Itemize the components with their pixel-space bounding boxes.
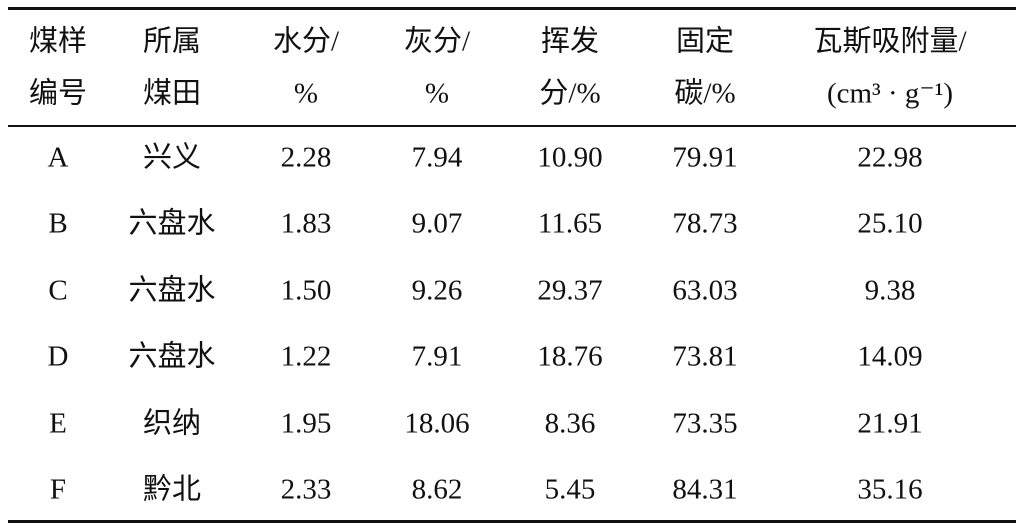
body-cell: 14.09 (857, 340, 923, 373)
header-cell: 煤田 (142, 77, 202, 110)
body-cell: 六盘水 (128, 274, 216, 307)
body-cell: 1.83 (280, 207, 332, 240)
header-cell: 碳/% (674, 77, 736, 110)
body-cell: 25.10 (857, 207, 923, 240)
header-cell: (cm³ · g⁻¹) (826, 77, 954, 110)
body-cell: 1.50 (280, 274, 332, 307)
body-cell: 84.31 (672, 473, 738, 506)
body-cell: 六盘水 (128, 207, 216, 240)
body-cell: A (47, 141, 69, 174)
body-cell: 2.28 (280, 141, 332, 174)
header-rule (8, 125, 1016, 127)
body-cell: 9.07 (411, 207, 463, 240)
body-cell: 21.91 (857, 407, 923, 440)
body-cell: 8.36 (544, 407, 596, 440)
header-cell: 水分/ (272, 25, 340, 58)
header-cell: 煤样 (28, 25, 88, 58)
body-cell: 73.81 (672, 340, 738, 373)
body-cell: 10.90 (537, 141, 603, 174)
body-cell: 11.65 (537, 207, 603, 240)
header-cell: 固定 (675, 25, 735, 58)
body-cell: 7.91 (411, 340, 463, 373)
body-cell: F (49, 473, 67, 506)
body-cell: 8.62 (411, 473, 463, 506)
header-cell: % (424, 77, 450, 110)
bottom-rule (8, 520, 1016, 523)
header-cell: 编号 (28, 77, 88, 110)
body-cell: 7.94 (411, 141, 463, 174)
body-cell: 29.37 (537, 274, 603, 307)
body-cell: 18.76 (537, 340, 603, 373)
body-cell: 18.06 (404, 407, 470, 440)
header-cell: % (293, 77, 319, 110)
body-cell: 35.16 (857, 473, 923, 506)
body-cell: 63.03 (672, 274, 738, 307)
body-cell: 1.22 (280, 340, 332, 373)
body-cell: 织纳 (142, 407, 202, 440)
body-cell: 黔北 (142, 473, 202, 506)
body-cell: 兴义 (142, 141, 202, 174)
body-cell: 2.33 (280, 473, 332, 506)
body-cell: 六盘水 (128, 340, 216, 373)
header-cell: 瓦斯吸附量/ (813, 25, 967, 58)
body-cell: B (48, 207, 68, 240)
body-cell: 73.35 (672, 407, 738, 440)
body-cell: C (48, 274, 68, 307)
body-cell: 9.38 (864, 274, 916, 307)
header-cell: 所属 (142, 25, 202, 58)
body-cell: E (49, 407, 67, 440)
body-cell: 78.73 (672, 207, 738, 240)
header-cell: 灰分/ (403, 25, 471, 58)
body-cell: 5.45 (544, 473, 596, 506)
header-cell: 挥发 (540, 25, 600, 58)
body-cell: D (47, 340, 69, 373)
body-cell: 79.91 (672, 141, 738, 174)
body-cell: 22.98 (857, 141, 923, 174)
body-cell: 1.95 (280, 407, 332, 440)
body-cell: 9.26 (411, 274, 463, 307)
header-cell: 分/% (539, 77, 601, 110)
top-rule (8, 7, 1016, 10)
